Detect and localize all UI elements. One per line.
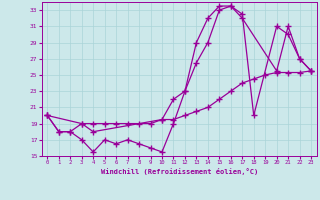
X-axis label: Windchill (Refroidissement éolien,°C): Windchill (Refroidissement éolien,°C) [100,168,258,175]
